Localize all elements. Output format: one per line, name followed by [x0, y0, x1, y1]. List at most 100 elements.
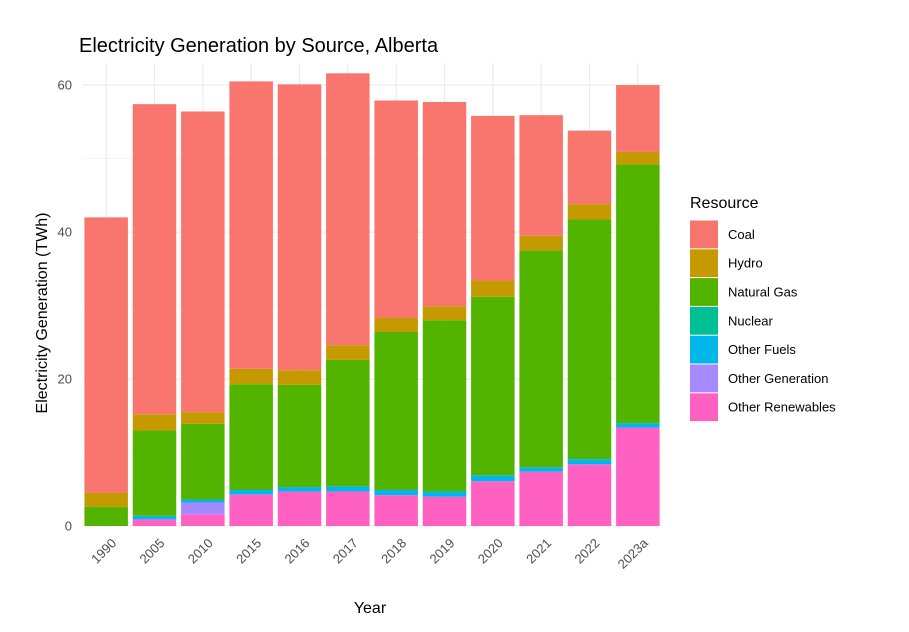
bar-coal-2019: [422, 101, 467, 307]
bar-other-fuels-2016: [277, 487, 322, 492]
y-tick-label: 20: [58, 372, 72, 387]
bar-coal-2017: [326, 73, 370, 346]
legend-title: Resource: [690, 195, 759, 212]
x-tick-label: 1990: [88, 535, 119, 566]
bar-natural-gas-2020: [471, 296, 515, 476]
bar-hydro-2018: [374, 318, 418, 332]
bar-other-fuels-2021: [519, 467, 563, 472]
bar-other-fuels-2018: [374, 489, 418, 496]
bar-hydro-2015: [229, 368, 273, 385]
bar-other-renewables-2016: [277, 491, 322, 526]
bar-hydro-2017: [326, 345, 370, 360]
x-tick-label: 2019: [426, 535, 457, 566]
chart-title: Electricity Generation by Source, Albert…: [79, 35, 439, 57]
x-axis-ticks: 1990 2005 2010 2015 2016 2017 2018 2019 2020 2021…: [88, 535, 651, 572]
bar-natural-gas-2022: [567, 219, 612, 460]
legend-label-nuclear: Nuclear: [728, 313, 773, 328]
legend: Resource Coal Hydro Natural Gas Nuclear Othe…: [690, 195, 836, 422]
legend-items: Coal Hydro Natural Gas Nuclear Other Fuels Ot…: [690, 220, 836, 422]
bar-hydro-2023a: [616, 151, 660, 165]
bar-coal-2022: [567, 130, 612, 205]
bar-natural-gas-2018: [374, 331, 418, 490]
bar-coal-2018: [374, 100, 418, 319]
legend-swatch-other-fuels: [690, 335, 718, 364]
bar-other-fuels-2020: [471, 475, 515, 482]
bar-other-renewables-2010: [181, 514, 225, 526]
bar-natural-gas-2015: [229, 384, 273, 490]
legend-label-other-generation: Other Generation: [728, 371, 828, 386]
bar-coal-2020: [471, 115, 515, 281]
x-tick-label: 2023a: [615, 535, 652, 572]
bar-other-generation-2010: [181, 502, 225, 515]
x-tick-label: 2015: [233, 535, 264, 566]
legend-label-other-renewables: Other Renewables: [728, 400, 836, 415]
bar-other-fuels-2023a: [616, 423, 660, 428]
bar-other-fuels-2005: [132, 515, 177, 520]
bar-hydro-2020: [471, 280, 515, 297]
bar-other-renewables-2017: [326, 491, 370, 526]
bar-other-fuels-2010: [181, 499, 225, 503]
legend-swatch-other-generation: [690, 364, 718, 393]
x-tick-label: 2018: [378, 535, 409, 566]
x-tick-label: 2021: [523, 535, 554, 566]
bar-natural-gas-2023a: [616, 164, 660, 424]
bar-natural-gas-2005: [132, 430, 177, 516]
legend-swatch-nuclear: [690, 306, 718, 335]
bar-other-fuels-2022: [567, 459, 612, 465]
y-tick-label: 0: [65, 519, 72, 534]
bar-other-renewables-2015: [229, 494, 273, 526]
legend-swatch-other-renewables: [690, 393, 718, 422]
y-tick-label: 60: [58, 78, 72, 93]
legend-label-other-fuels: Other Fuels: [728, 342, 796, 357]
x-tick-label: 2010: [185, 535, 216, 566]
bar-hydro-2016: [277, 370, 322, 385]
bar-natural-gas-2010: [181, 423, 225, 500]
bar-hydro-2021: [519, 235, 563, 251]
bar-natural-gas-1990: [84, 506, 128, 526]
bar-coal-2023a: [616, 85, 660, 152]
x-tick-label: 2020: [475, 535, 506, 566]
bar-hydro-1990: [84, 492, 128, 507]
legend-swatch-natural-gas: [690, 278, 718, 306]
y-axis-ticks: 0 20 40 60: [58, 78, 72, 534]
y-axis-title: Electricity Generation (TWh): [34, 213, 51, 414]
legend-label-hydro: Hydro: [728, 256, 763, 271]
bar-coal-2016: [277, 84, 322, 371]
legend-label-coal: Coal: [728, 227, 755, 242]
bar-coal-2010: [181, 111, 225, 413]
x-axis-title: Year: [354, 600, 387, 617]
legend-label-natural-gas: Natural Gas: [728, 285, 798, 300]
y-tick-label: 40: [58, 225, 72, 240]
x-tick-label: 2017: [330, 535, 361, 566]
legend-swatch-coal: [690, 220, 718, 249]
bar-natural-gas-2021: [519, 250, 563, 468]
bar-other-renewables-2021: [519, 471, 563, 526]
bar-other-renewables-2005: [132, 519, 177, 526]
x-tick-label: 2016: [281, 535, 312, 566]
bar-hydro-2005: [132, 414, 177, 431]
bar-other-renewables-2020: [471, 481, 515, 526]
bar-coal-2021: [519, 115, 563, 236]
bar-other-fuels-2015: [229, 489, 273, 495]
bar-hydro-2010: [181, 412, 225, 424]
bar-other-renewables-2023a: [616, 427, 660, 526]
bar-other-fuels-2019: [422, 491, 467, 497]
bar-natural-gas-2017: [326, 359, 370, 487]
x-tick-label: 2022: [571, 535, 602, 566]
bar-hydro-2022: [567, 204, 612, 220]
x-tick-label: 2005: [136, 535, 167, 566]
bar-other-renewables-2019: [422, 496, 467, 526]
bar-coal-2005: [132, 104, 177, 415]
bar-coal-1990: [84, 217, 128, 493]
bar-natural-gas-2019: [422, 320, 467, 492]
legend-swatch-hydro: [690, 249, 718, 278]
bar-natural-gas-2016: [277, 384, 322, 488]
bar-other-renewables-2022: [567, 464, 612, 526]
bar-hydro-2019: [422, 306, 467, 321]
bar-coal-2015: [229, 81, 273, 369]
bars: [84, 73, 660, 526]
bar-other-fuels-2017: [326, 486, 370, 492]
bar-other-renewables-2018: [374, 495, 418, 526]
